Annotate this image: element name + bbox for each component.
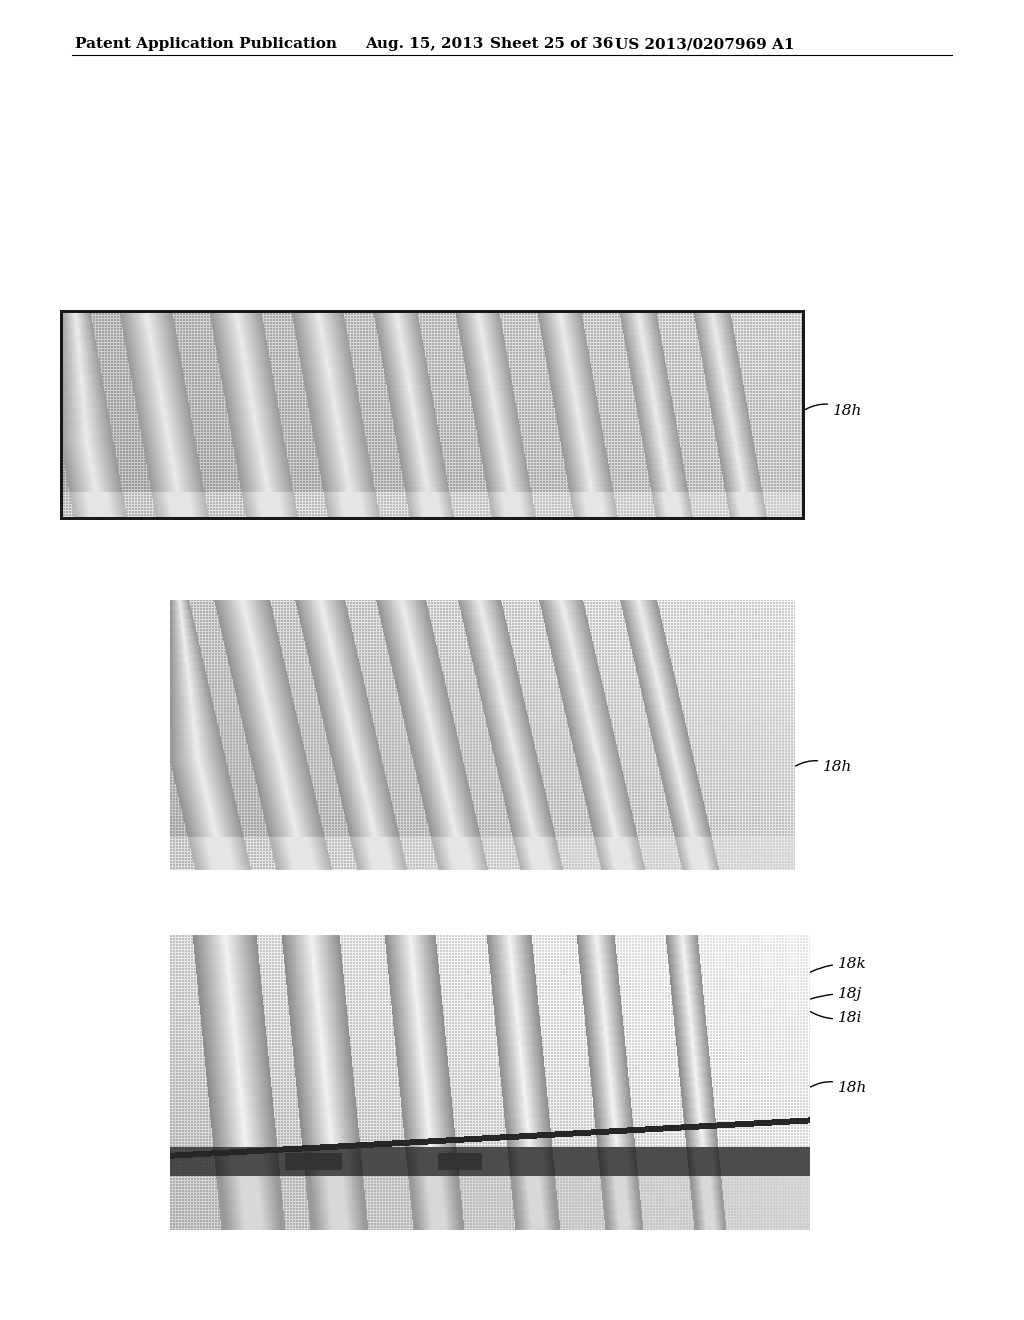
Text: Patent Application Publication: Patent Application Publication — [75, 37, 337, 51]
Text: 18h: 18h — [796, 760, 852, 775]
Text: 18k: 18k — [810, 957, 866, 972]
Text: US 2013/0207969 A1: US 2013/0207969 A1 — [615, 37, 795, 51]
Text: 18h: 18h — [810, 1081, 867, 1096]
Text: Aug. 15, 2013: Aug. 15, 2013 — [365, 37, 483, 51]
Text: 18h: 18h — [806, 404, 862, 418]
Text: Sheet 25 of 36: Sheet 25 of 36 — [490, 37, 613, 51]
Text: FIG. 37: FIG. 37 — [348, 1160, 432, 1181]
Text: FIG. 38: FIG. 38 — [388, 750, 472, 772]
Text: 18i: 18i — [810, 1011, 862, 1024]
Text: 18j: 18j — [811, 987, 862, 1001]
